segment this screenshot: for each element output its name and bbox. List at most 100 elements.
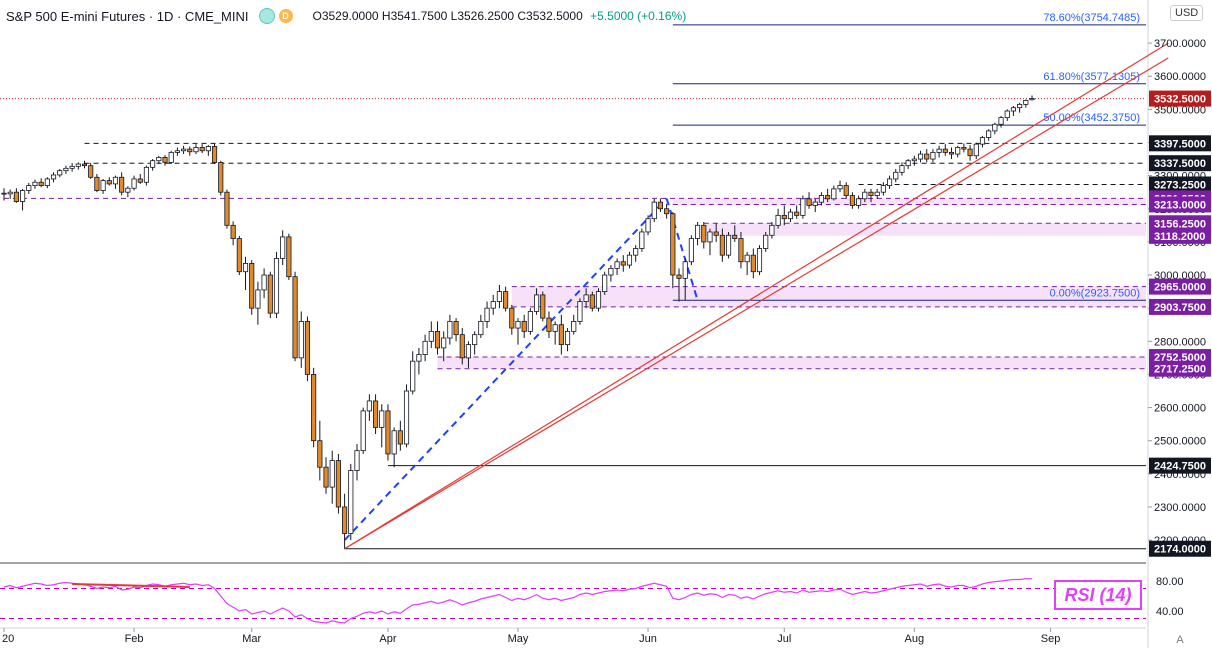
- candle-body: [620, 261, 626, 266]
- open-value: O3529.0000: [312, 9, 379, 23]
- price-level-badge: [1149, 215, 1211, 232]
- candle-body: [342, 506, 348, 534]
- rsi-indicator-label: RSI (14): [1054, 580, 1142, 610]
- candle-body: [292, 276, 298, 359]
- candle-body: [298, 321, 304, 359]
- candle-body: [199, 147, 205, 152]
- candle-body: [1004, 110, 1010, 119]
- time-axis-label: Jul: [777, 633, 791, 645]
- time-axis-label: Jun: [639, 633, 657, 645]
- status-dot-icon: [258, 8, 275, 24]
- candle-body: [211, 146, 218, 163]
- price-axis-label: 3500.0000: [1154, 104, 1206, 116]
- candle-body: [936, 148, 942, 153]
- candle-body: [422, 340, 428, 355]
- candle-body: [676, 274, 682, 279]
- candle-body: [595, 291, 602, 309]
- candle-body: [880, 185, 886, 193]
- price-axis-label: 2800.0000: [1154, 336, 1206, 348]
- time-axis-label: Sep: [1041, 633, 1061, 645]
- candle-body: [311, 374, 317, 442]
- candle-body: [924, 153, 930, 160]
- candle-body: [948, 152, 955, 155]
- time-axis-label: Mar: [242, 633, 261, 645]
- time-axis-label: Feb: [125, 633, 144, 645]
- candle-body: [608, 268, 614, 276]
- candle-body: [961, 147, 967, 150]
- low-value: L3526.2500: [450, 9, 515, 23]
- candle-body: [626, 254, 633, 266]
- price-level-label: 3118.2000: [1154, 231, 1205, 243]
- candle-body: [546, 317, 552, 332]
- candle-body: [1010, 107, 1016, 112]
- candle-body: [763, 234, 769, 249]
- candle-body: [781, 214, 787, 220]
- price-level-badge: [1149, 176, 1211, 193]
- candle-body: [515, 321, 521, 329]
- candle-body: [193, 147, 199, 153]
- candle-body: [719, 234, 725, 256]
- candle-body: [335, 460, 341, 508]
- candle-body: [905, 160, 911, 167]
- candle-body: [998, 117, 1004, 125]
- candle-body: [267, 274, 273, 314]
- price-level-badge: [1149, 298, 1211, 315]
- candle-body: [800, 198, 806, 216]
- candle-body: [403, 390, 410, 445]
- candle-body: [94, 176, 100, 191]
- candle-body: [571, 321, 577, 332]
- candle-body: [255, 289, 261, 309]
- price-axis-label: 3700.0000: [1154, 38, 1206, 50]
- candle-body: [434, 330, 441, 349]
- candle-body: [979, 137, 986, 145]
- candle-body: [911, 158, 917, 162]
- candle-body: [174, 150, 180, 153]
- candle-body: [218, 161, 224, 193]
- candle-body: [633, 248, 639, 256]
- candle-body: [304, 321, 311, 375]
- candle-body: [818, 195, 825, 203]
- candle-body: [849, 195, 855, 206]
- candle-body: [1023, 100, 1029, 105]
- price-level-label: 2965.0000: [1154, 282, 1206, 294]
- candle-body: [230, 224, 236, 239]
- candle-body: [63, 167, 69, 172]
- candle-body: [992, 123, 998, 132]
- candle-body: [701, 224, 707, 243]
- candle-body: [57, 170, 63, 176]
- support-resistance-zone: [437, 357, 1146, 369]
- candle-body: [917, 153, 924, 160]
- candle-body: [205, 146, 211, 152]
- candle-body: [69, 165, 75, 169]
- candle-body: [26, 185, 32, 191]
- price-level-badge: [1149, 540, 1211, 557]
- rsi-line: [3, 578, 1032, 624]
- candle-body: [100, 180, 106, 191]
- candle-body: [465, 344, 472, 359]
- price-level-label: 2174.0000: [1154, 544, 1206, 556]
- currency-button[interactable]: USD: [1170, 5, 1204, 21]
- candle-body: [812, 201, 818, 206]
- support-resistance-zone: [511, 286, 1146, 307]
- candle-body: [1, 192, 7, 195]
- candle-body: [397, 430, 403, 445]
- candle-body: [670, 213, 676, 276]
- candle-body: [354, 450, 360, 471]
- candle-body: [329, 460, 335, 488]
- candle-body: [893, 171, 899, 180]
- candle-body: [862, 191, 868, 200]
- rsi-axis-label: 40.00: [1156, 606, 1184, 618]
- candle-body: [930, 152, 936, 160]
- symbol-title[interactable]: S&P 500 E-mini Futures · 1D · CME_MINI: [6, 8, 249, 24]
- candle-body: [1017, 103, 1023, 109]
- candle-body: [88, 165, 94, 178]
- candle-body: [32, 181, 38, 186]
- candle-body: [249, 263, 255, 309]
- price-level-label: 3397.5000: [1154, 138, 1206, 150]
- candle-body: [112, 176, 119, 185]
- candle-body: [986, 130, 992, 138]
- candle-body: [286, 236, 292, 278]
- close-value: C3532.5000: [517, 9, 583, 23]
- candle-body: [602, 274, 608, 292]
